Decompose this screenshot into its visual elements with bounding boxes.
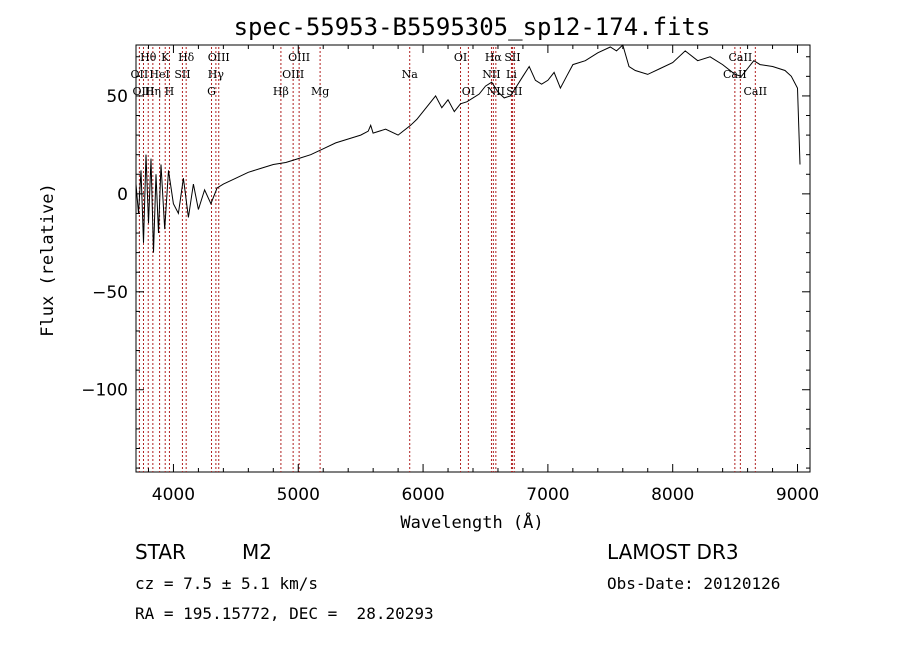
observation-date: Obs-Date: 20120126 xyxy=(607,574,781,593)
y-tick-label: 0 xyxy=(117,185,128,205)
spectral-line-label: Hα xyxy=(485,51,503,64)
spectral-line-label: OI xyxy=(454,51,467,64)
y-tick-label: −100 xyxy=(81,381,128,401)
spectral-line-label: OIII xyxy=(282,68,304,81)
spectral-line-label: OIII xyxy=(288,51,310,64)
x-tick-label: 8000 xyxy=(651,485,694,505)
sky-coordinates: RA = 195.15772, DEC = 28.20293 xyxy=(135,604,434,623)
x-axis-ticks: 4000 5000 6000 7000 8000 9000 xyxy=(147,45,819,505)
spectral-line-label: SII xyxy=(174,68,190,81)
object-subclass: M2 xyxy=(242,540,272,564)
spectral-line-label: K xyxy=(161,51,170,64)
plot-area: Hθ OII OIII K HeI Hη Hδ SII H OIII Hγ G OIII OIII Hβ Mg… xyxy=(81,44,819,505)
plot-frame xyxy=(135,44,811,473)
spectral-line-label: Hβ xyxy=(273,85,289,98)
spectral-line-labels: Hθ OII OIII K HeI Hη Hδ SII H OIII Hγ G OIII OIII Hβ Mg… xyxy=(131,51,768,98)
x-tick-label: 9000 xyxy=(776,485,819,505)
spectral-line-label: OIII xyxy=(132,85,154,98)
spectral-line-label: Hδ xyxy=(178,51,195,64)
y-axis-ticks: −100 −50 0 50 xyxy=(81,56,810,469)
y-tick-label: 50 xyxy=(106,87,128,107)
flux-series-line xyxy=(135,44,801,253)
y-axis-title: Flux (relative) xyxy=(38,183,58,337)
spectral-line-label: OIII xyxy=(208,51,230,64)
x-tick-label: 4000 xyxy=(152,485,195,505)
spectral-line-label: CaII xyxy=(729,51,753,64)
survey-name: LAMOST DR3 xyxy=(607,540,739,564)
spectral-line-label: SII xyxy=(506,85,522,98)
spectral-line-label: G xyxy=(207,85,216,98)
spectral-line-label: Hθ xyxy=(140,51,157,64)
redshift-velocity: cz = 7.5 ± 5.1 km/s xyxy=(135,574,319,593)
spectral-line-markers xyxy=(138,47,756,472)
spectral-line-label: OII xyxy=(131,68,149,81)
spectral-line-label: CaII xyxy=(743,85,767,98)
chart-title: spec-55953-B5595305_sp12-174.fits xyxy=(234,13,711,41)
spectral-line-label: H xyxy=(165,85,175,98)
x-tick-label: 7000 xyxy=(526,485,569,505)
x-tick-label: 6000 xyxy=(401,485,444,505)
y-tick-label: −50 xyxy=(92,283,128,303)
spectral-line-label: Hγ xyxy=(208,68,225,81)
spectral-line-label: Na xyxy=(402,68,419,81)
spectral-line-label: NII xyxy=(482,68,500,81)
spectral-line-label: Li xyxy=(506,68,517,81)
spectral-line-label: HeI xyxy=(149,68,169,81)
spectral-line-label: Mg xyxy=(311,85,329,98)
object-class: STAR xyxy=(135,540,186,564)
x-tick-label: 5000 xyxy=(277,485,320,505)
spectral-line-label: Hη xyxy=(145,85,161,98)
spectral-line-label: OI xyxy=(462,85,475,98)
x-axis-title: Wavelength (Å) xyxy=(400,511,543,533)
spectral-line-label: SII xyxy=(504,51,520,64)
